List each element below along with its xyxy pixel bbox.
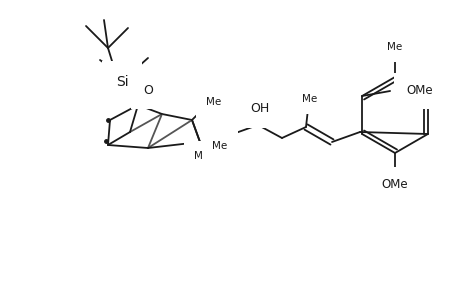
Text: Si: Si (115, 75, 128, 89)
Text: OMe: OMe (381, 178, 408, 191)
Text: Me: Me (386, 42, 402, 52)
Text: O: O (143, 83, 152, 97)
Text: Me: Me (194, 151, 209, 161)
Text: Me: Me (212, 141, 227, 151)
Text: OMe: OMe (405, 85, 432, 98)
Text: OH: OH (250, 103, 269, 116)
Text: Me: Me (206, 97, 221, 107)
Text: Me: Me (302, 94, 317, 104)
